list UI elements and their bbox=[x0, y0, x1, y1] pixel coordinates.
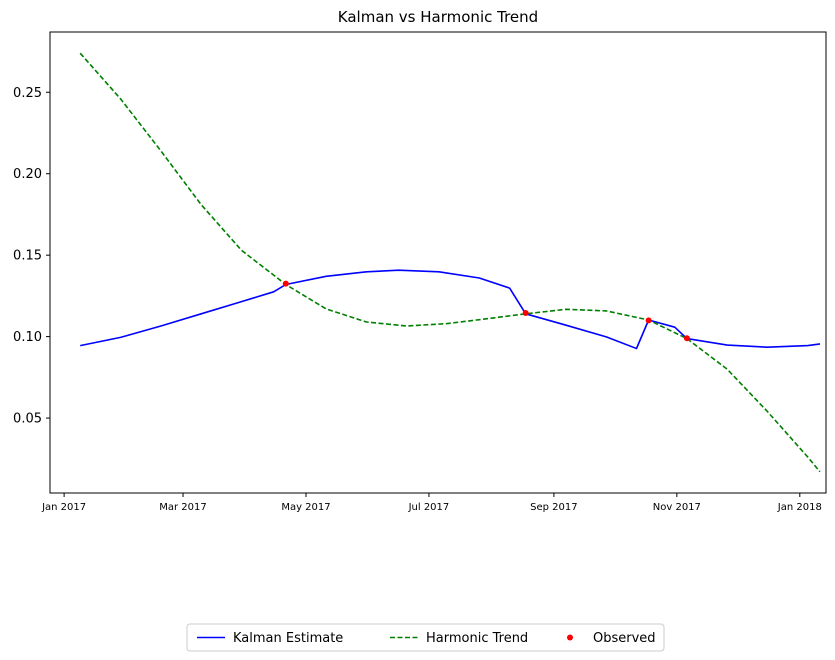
y-tick-label: 0.25 bbox=[13, 86, 42, 101]
x-tick-label: Nov 2017 bbox=[653, 502, 701, 513]
legend: Kalman Estimate Harmonic Trend Observed bbox=[186, 623, 665, 652]
x-tick-label: May 2017 bbox=[281, 502, 330, 513]
plot-area: Jan 2017 Mar 2017 May 2017 Jul 2017 Sep 2017… bbox=[13, 31, 827, 513]
chart-title: Kalman vs Harmonic Trend bbox=[338, 8, 538, 26]
x-tick-label: Jan 2017 bbox=[41, 502, 86, 513]
y-tick-label: 0.15 bbox=[13, 249, 42, 264]
y-tick-label: 0.05 bbox=[13, 412, 42, 427]
observed-point bbox=[645, 317, 652, 324]
legend-kalman-estimate-label: Kalman Estimate bbox=[233, 631, 343, 646]
legend-harmonic-trend-label: Harmonic Trend bbox=[426, 631, 528, 646]
harmonic-trend-line bbox=[79, 52, 821, 473]
observed-point bbox=[683, 335, 690, 342]
observed-point bbox=[522, 309, 529, 316]
y-tick-label: 0.10 bbox=[13, 330, 42, 345]
legend-box bbox=[186, 623, 665, 652]
kalman-estimate-line bbox=[80, 269, 821, 350]
x-tick-label: Jul 2017 bbox=[408, 502, 450, 513]
y-tick-label: 0.20 bbox=[13, 167, 42, 182]
x-tick-label: Sep 2017 bbox=[530, 502, 577, 513]
observed-point bbox=[282, 280, 289, 287]
x-tick-label: Jan 2018 bbox=[777, 502, 822, 513]
legend-observed-label: Observed bbox=[593, 631, 656, 646]
x-tick-label: Mar 2017 bbox=[159, 502, 207, 513]
legend-observed-marker bbox=[567, 634, 573, 641]
axes-frame bbox=[49, 31, 827, 494]
